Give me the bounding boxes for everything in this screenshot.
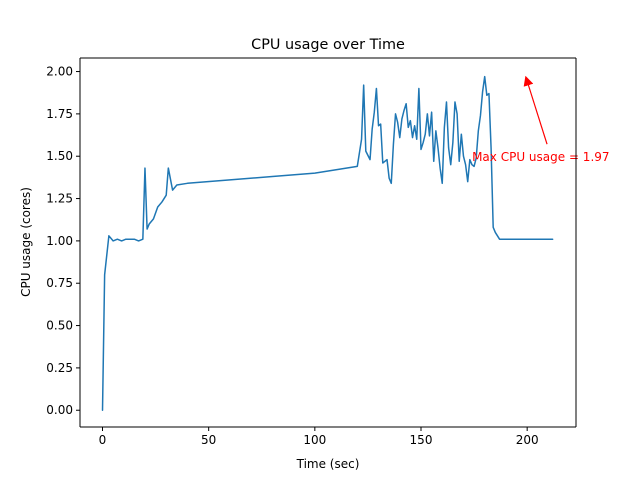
y-axis-ticks: 0.00 0.25 0.50 0.75 1.00 1.25 1.50 1.75 2.00 [46, 65, 80, 417]
plot-axes: Max CPU usage = 1.97 0 50 100 150 200 0.000.… [46, 57, 610, 447]
y-axis-label: CPU usage (cores) [19, 187, 33, 297]
annotation-arrow [523, 75, 548, 145]
x-axis-label: Time (sec) [296, 457, 360, 471]
x-tick-label: 150 [410, 433, 433, 447]
y-tick-label: 2.00 [46, 65, 73, 79]
x-tick-label: 0 [99, 433, 107, 447]
plot-area [80, 58, 576, 427]
y-tick-label: 0.25 [46, 361, 73, 375]
y-tick-label: 1.50 [46, 149, 73, 163]
y-tick-label: 0.50 [46, 319, 73, 333]
annotation-text: Max CPU usage = 1.97 [472, 150, 609, 164]
y-tick-label: 0.75 [46, 276, 73, 290]
series-line-0 [101, 75, 554, 411]
y-tick-label: 1.25 [46, 192, 73, 206]
y-tick-label: 1.75 [46, 107, 73, 121]
chart-title: CPU usage over Time [251, 37, 405, 53]
series-layer [101, 75, 554, 411]
x-tick-label: 100 [303, 433, 326, 447]
x-tick-label: 200 [516, 433, 539, 447]
x-tick-label: 50 [201, 433, 216, 447]
x-axis-ticks: 0 50 100 150 200 [99, 427, 539, 447]
y-tick-label: 0.00 [46, 403, 73, 417]
y-tick-label: 1.00 [46, 234, 73, 248]
annotation-layer: Max CPU usage = 1.97 [472, 75, 610, 164]
